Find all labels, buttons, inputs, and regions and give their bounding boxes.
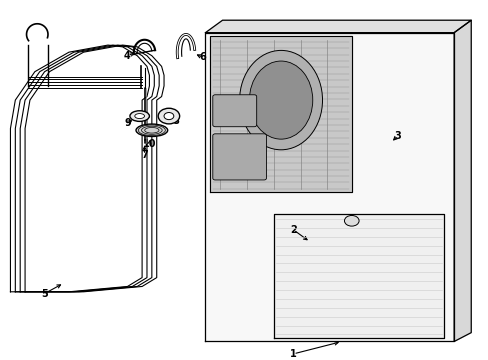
Ellipse shape bbox=[249, 61, 312, 139]
Ellipse shape bbox=[239, 50, 322, 150]
Ellipse shape bbox=[130, 111, 149, 121]
FancyBboxPatch shape bbox=[212, 95, 256, 127]
Text: 2: 2 bbox=[289, 225, 296, 235]
Text: 3: 3 bbox=[394, 131, 401, 141]
Circle shape bbox=[344, 216, 358, 226]
Circle shape bbox=[158, 108, 179, 124]
Text: 10: 10 bbox=[142, 139, 156, 149]
Ellipse shape bbox=[135, 114, 144, 118]
FancyBboxPatch shape bbox=[212, 134, 266, 180]
Circle shape bbox=[163, 113, 173, 120]
Text: 6: 6 bbox=[199, 53, 206, 63]
Text: 7: 7 bbox=[141, 150, 147, 160]
Ellipse shape bbox=[136, 124, 167, 136]
Text: 1: 1 bbox=[289, 349, 296, 359]
Polygon shape bbox=[453, 20, 470, 342]
Polygon shape bbox=[205, 33, 453, 342]
Text: 5: 5 bbox=[41, 289, 48, 298]
Polygon shape bbox=[205, 20, 470, 33]
Text: 9: 9 bbox=[124, 118, 131, 128]
Polygon shape bbox=[273, 214, 444, 338]
Text: 8: 8 bbox=[172, 116, 179, 126]
Text: 4: 4 bbox=[124, 51, 131, 61]
Polygon shape bbox=[210, 36, 351, 192]
